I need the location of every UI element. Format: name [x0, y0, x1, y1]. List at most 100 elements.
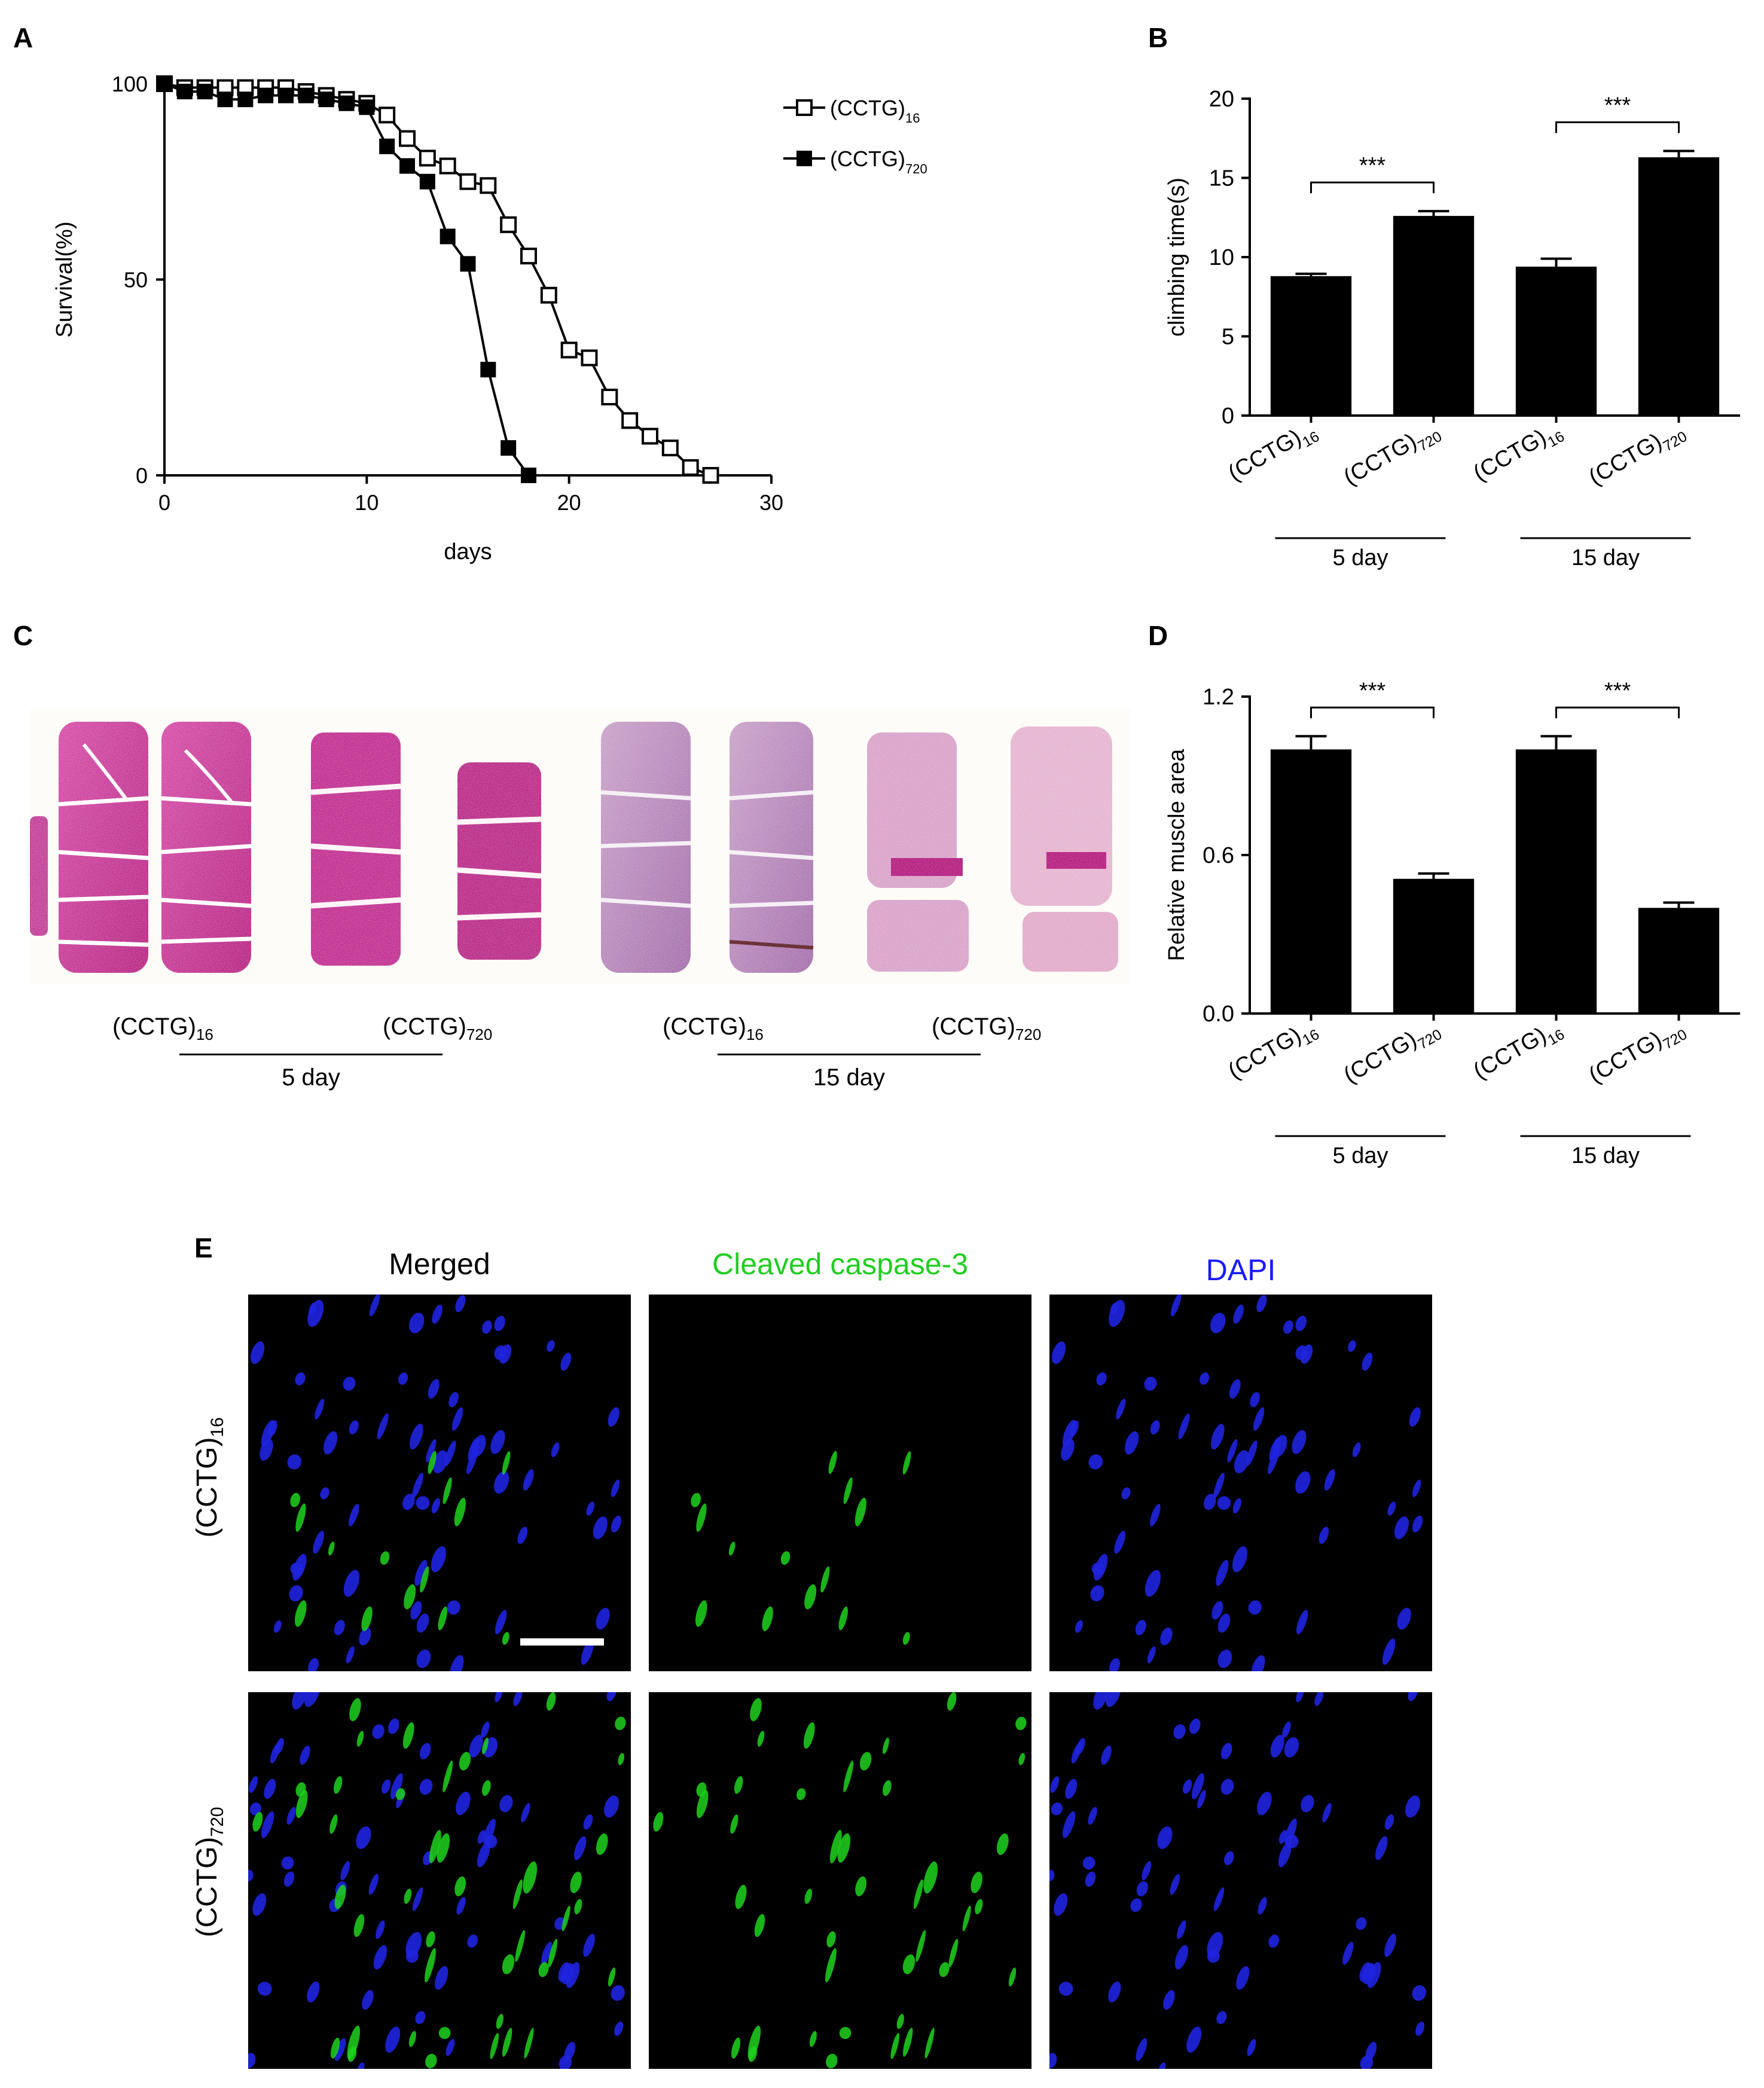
caspase-dot [502, 1451, 511, 1475]
nucleus-dot [1150, 1503, 1161, 1527]
caspase-dot [502, 1632, 509, 1645]
nucleus-dot [283, 1872, 295, 1887]
y-tick-label: 50 [124, 268, 148, 292]
x-tick-label: (CCTG)720 [1585, 416, 1690, 494]
nucleus-dot [1207, 1949, 1220, 1963]
caspase-dot [820, 1566, 830, 1593]
nucleus-dot [412, 1472, 423, 1498]
caspase-dot [902, 1632, 910, 1645]
nucleus-dot [469, 1735, 483, 1758]
caspase-dot [804, 1584, 817, 1610]
legend-marker [796, 151, 812, 166]
nucleus-dot [289, 1585, 303, 1602]
nucleus-dot [1211, 1601, 1223, 1620]
group-label: 5 day [1333, 1143, 1388, 1168]
nucleus-dot [583, 1814, 593, 1830]
caspase-dot [843, 1760, 854, 1793]
fluorescence-dapi-row2 [1049, 1692, 1432, 2069]
open-square-point [601, 389, 618, 405]
caspase-dot [548, 1939, 558, 1968]
nucleus-dot [1058, 1982, 1073, 1996]
caspase-dot [970, 1872, 982, 1894]
nucleus-dot [1160, 1627, 1173, 1646]
nucleus-dot [1136, 1881, 1148, 1897]
nucleus-dot [387, 1718, 399, 1734]
x-tick-label: 0 [158, 490, 170, 515]
nucleus-dot [1224, 1851, 1234, 1866]
nucleus-dot [586, 1501, 594, 1516]
open-square-point [540, 286, 557, 304]
caspase-dot [353, 1914, 365, 1937]
nucleus-dot [1145, 1570, 1161, 1597]
caspase-dot [962, 1906, 971, 1931]
nucleus-dot [1394, 1516, 1409, 1540]
nucleus-dot [1200, 1372, 1210, 1385]
y-tick-label: 0 [1222, 404, 1234, 429]
scale-bar [520, 1638, 604, 1646]
significance-label: *** [1359, 153, 1386, 178]
nucleus-dot [359, 1627, 371, 1646]
nucleus-dot [1233, 1304, 1244, 1324]
nucleus-dot [1405, 1795, 1420, 1818]
nucleus-dot [349, 1420, 359, 1434]
open-square-point [581, 349, 598, 367]
x-tick-label: 30 [759, 490, 783, 515]
nucleus-dot [448, 1392, 459, 1408]
c-label-1: (CCTG)16 [112, 1014, 213, 1043]
nucleus-dot [1348, 1340, 1356, 1352]
nucleus-dot [270, 1742, 280, 1763]
caspase-dot [780, 1551, 791, 1565]
nucleus-dot [1071, 1742, 1082, 1763]
nucleus-dot [1217, 1613, 1231, 1633]
caspase-dot [515, 1930, 526, 1962]
caspase-dot [730, 1814, 738, 1834]
nucleus-dot [273, 1620, 282, 1633]
filled-square-point [460, 256, 476, 272]
nucleus-dot [416, 1496, 430, 1510]
nucleus-dot [1296, 1610, 1308, 1635]
nucleus-dot [1278, 1842, 1292, 1867]
group-label: 15 day [1571, 545, 1640, 570]
caspase-dot [490, 2032, 499, 2059]
caspase-dot [329, 1814, 338, 1834]
nucleus-dot [307, 1300, 324, 1327]
nucleus-dot [606, 1692, 617, 1701]
nucleus-dot [1101, 1745, 1112, 1765]
survival-chart: 0 50 100 0 10 20 30 days Survival(%) (CCTG)16 (CCT… [52, 72, 927, 564]
caspase-dot [442, 1477, 452, 1504]
caspase-dot [395, 1788, 405, 1800]
caspase-dot [426, 1931, 435, 1947]
caspase-dot [502, 1954, 515, 1974]
nucleus-dot [415, 2011, 426, 2025]
nucleus-dot [1173, 1724, 1186, 1739]
caspase-dot [855, 1876, 867, 1897]
nucleus-dot [604, 1795, 619, 1818]
x-tick-label: 20 [557, 490, 581, 515]
nucleus-dot [1384, 1814, 1394, 1830]
nucleus-dot [1094, 1553, 1108, 1581]
nucleus-dot [517, 1527, 528, 1544]
nucleus-dot [495, 1692, 503, 1702]
filled-square-point [318, 91, 334, 108]
nucleus-dot [362, 1990, 374, 2010]
x-tick-label: (CCTG)16 [1469, 416, 1567, 490]
nucleus-dot [1088, 1806, 1097, 1825]
caspase-dot [896, 2014, 904, 2029]
caspase-dot [735, 1885, 747, 1909]
nucleus-dot [1247, 2038, 1256, 2056]
y-tick-label: 5 [1222, 325, 1234, 350]
nucleus-dot [1178, 1413, 1190, 1440]
nucleus-dot [551, 1442, 560, 1457]
filled-square-point [278, 87, 294, 103]
nucleus-dot [1136, 2038, 1147, 2061]
filled-square-point [379, 138, 395, 154]
nucleus-dot [1268, 1447, 1280, 1475]
nucleus-dot [1314, 1692, 1324, 1707]
nucleus-dot [382, 1779, 391, 1794]
nucleus-dot [1142, 1861, 1152, 1881]
nucleus-dot [292, 1692, 307, 1710]
caspase-dot [425, 2053, 437, 2069]
series-line [164, 83, 530, 477]
nucleus-dot [1365, 2041, 1377, 2062]
